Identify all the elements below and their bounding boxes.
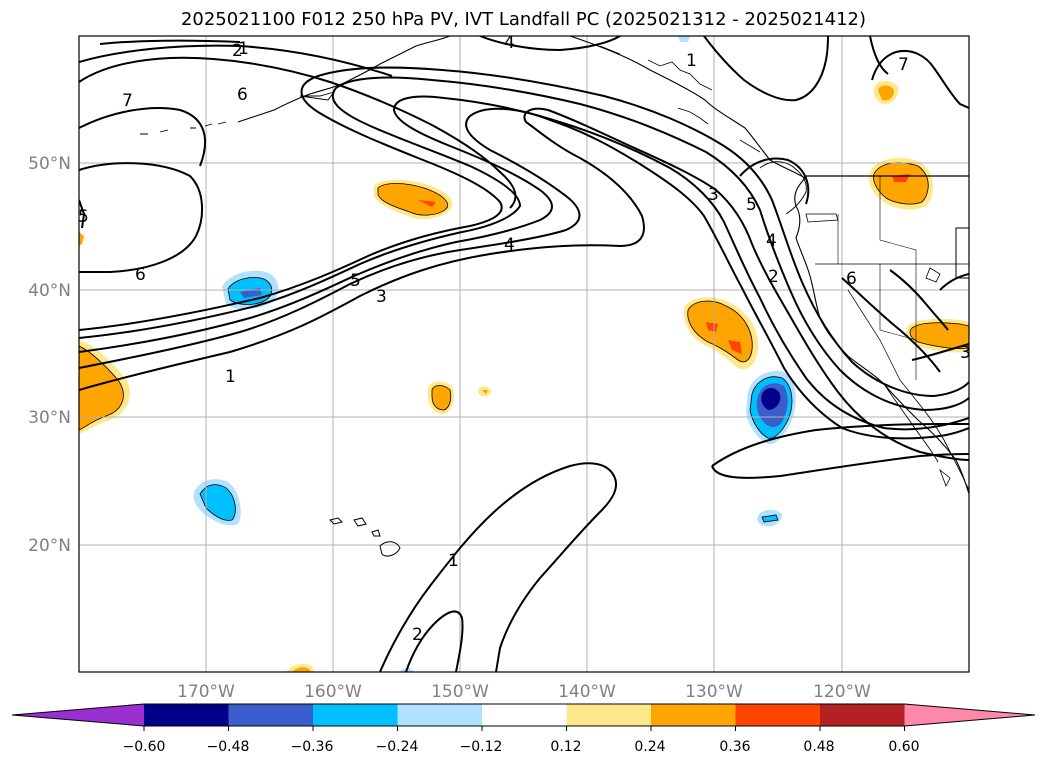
colorbar-extend-max — [904, 704, 1035, 726]
ivt-contours — [79, 36, 969, 672]
colorbar-tick-label: −0.36 — [291, 739, 334, 755]
lon-label: 130°W — [685, 682, 743, 702]
colorbar-tick-label: 0.24 — [634, 739, 665, 755]
colorbar-tick-label: 0.60 — [888, 739, 919, 755]
colorbar-tick-label: 0.48 — [803, 739, 834, 755]
contour-label: 6 — [846, 269, 857, 289]
contour-label: 2 — [412, 625, 423, 645]
contour-label: 2 — [768, 267, 779, 287]
colorbar-tick-label: −0.12 — [460, 739, 503, 755]
contour-label: 4 — [766, 231, 777, 251]
contour-label: 6 — [135, 265, 146, 285]
colorbar-swatch — [482, 704, 567, 726]
colorbar-tick-label: 0.36 — [719, 739, 750, 755]
contour-label: 3 — [376, 287, 387, 307]
contour-labels: 1 2 4 7 6 5 6 5 3 4 1 1 3 5 4 2 6 7 2 1 … — [78, 33, 971, 645]
contour-label: 5 — [746, 195, 757, 215]
colorbar-swatch — [228, 704, 314, 726]
contour-label: 1 — [238, 39, 249, 59]
colorbar-swatch — [820, 704, 905, 726]
lon-label: 170°W — [177, 682, 235, 702]
contour-label: 3 — [960, 343, 971, 363]
contour-label: 1 — [686, 51, 697, 71]
lon-label: 150°W — [431, 682, 489, 702]
colorbar-tick-labels: −0.60 −0.48 −0.36 −0.24 −0.12 0.12 0.24 … — [123, 739, 920, 755]
contour-label: 7 — [898, 55, 909, 75]
lon-label: 160°W — [304, 682, 362, 702]
lat-label: 50°N — [28, 154, 71, 174]
colorbar-swatch — [735, 704, 821, 726]
contour-label: 5 — [78, 207, 89, 227]
latitude-labels: 50°N 40°N 30°N 20°N — [28, 154, 71, 556]
contour-label: 5 — [350, 271, 361, 291]
colorbar-extend-min — [12, 704, 144, 726]
contour-label: 4 — [504, 33, 515, 53]
hawaii-islands — [329, 517, 401, 557]
colorbar-swatch — [651, 704, 736, 726]
colorbar-swatch — [313, 704, 398, 726]
contour-label: 1 — [225, 367, 236, 387]
colorbar-tick-label: −0.48 — [207, 739, 250, 755]
colorbar-tick-label: −0.24 — [376, 739, 419, 755]
anomaly-outlines — [79, 162, 969, 523]
contour-label: 7 — [122, 91, 133, 111]
longitude-labels: 170°W 160°W 150°W 140°W 130°W 120°W — [177, 682, 871, 702]
contour-label: 3 — [708, 185, 719, 205]
contour-label: 1 — [448, 551, 459, 571]
lon-label: 120°W — [813, 682, 871, 702]
colorbar-swatch — [144, 704, 229, 726]
contour-label: 4 — [504, 235, 515, 255]
colorbar-swatch — [566, 704, 652, 726]
colorbar — [11, 703, 1036, 731]
contour-label: 2 — [232, 41, 243, 61]
lat-label: 20°N — [28, 536, 71, 556]
lat-label: 40°N — [28, 281, 71, 301]
colorbar-tick-label: 0.12 — [550, 739, 581, 755]
chart-title: 2025021100 F012 250 hPa PV, IVT Landfall… — [180, 9, 867, 30]
contour-label: 6 — [237, 85, 248, 105]
lon-label: 140°W — [558, 682, 616, 702]
map-frame — [78, 35, 970, 673]
lat-label: 30°N — [28, 408, 71, 428]
map-background — [79, 36, 969, 672]
graticule — [79, 36, 969, 672]
colorbar-tick-label: −0.60 — [123, 739, 166, 755]
colorbar-swatch — [397, 704, 483, 726]
